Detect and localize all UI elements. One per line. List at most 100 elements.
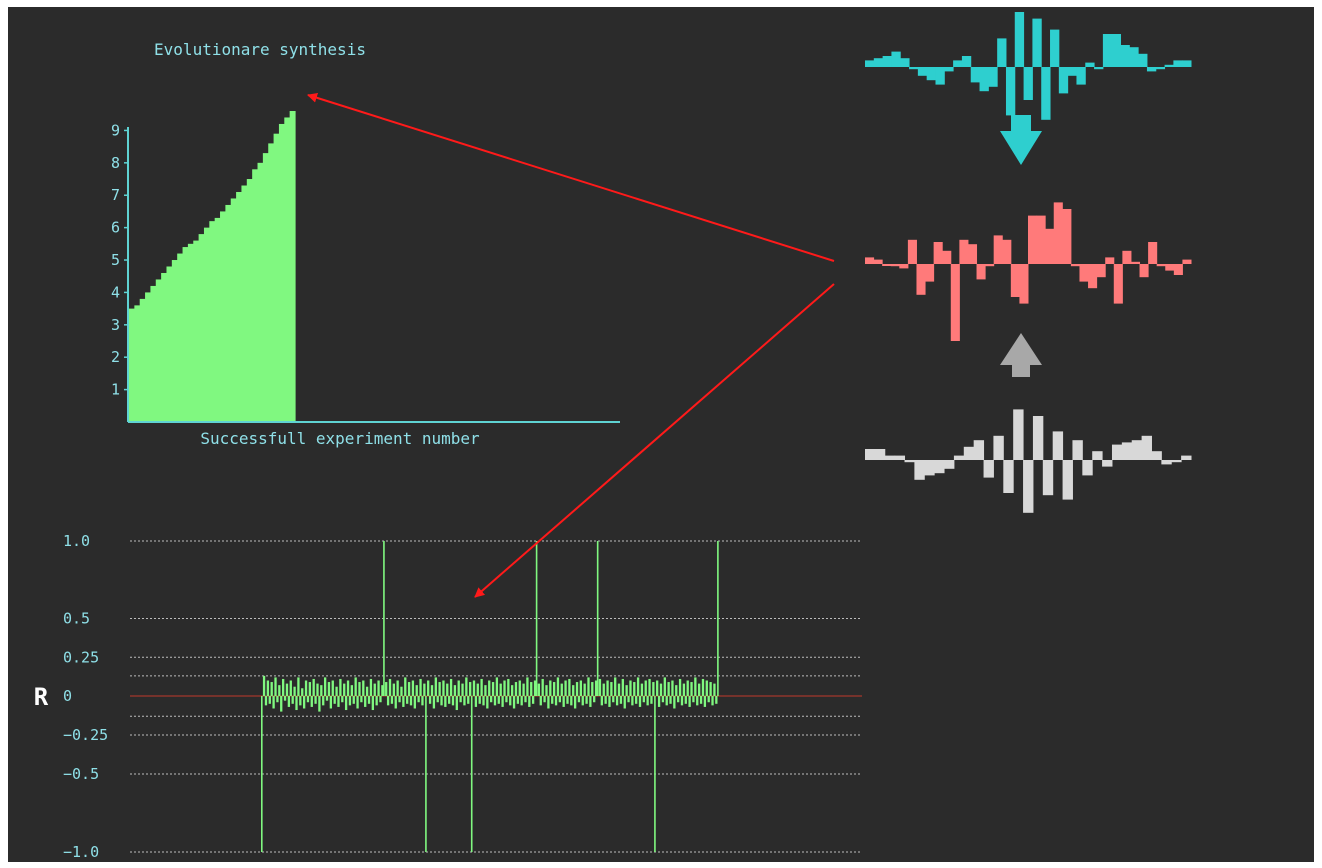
correlation-bar [276, 696, 279, 703]
parent-signal-bar [1138, 53, 1148, 67]
parent-signal-bar [909, 67, 919, 70]
correlation-bar [461, 683, 464, 696]
correlation-bar [587, 677, 590, 696]
fitness-y-tick-label: 7 [111, 186, 120, 204]
fitness-bar [129, 308, 135, 422]
other-parent-signal-bar [993, 435, 1004, 460]
other-parent-signal-bar [1082, 460, 1093, 476]
correlation-bar [556, 677, 560, 696]
child-signal-bar [1156, 264, 1166, 267]
correlation-bar [323, 677, 327, 696]
correlation-bar [640, 683, 644, 696]
correlation-bar [621, 678, 624, 696]
correlation-bar [501, 696, 504, 707]
correlation-bar [448, 696, 451, 704]
correlation-bar [520, 696, 523, 706]
child-signal-bar [1088, 264, 1098, 289]
correlation-bar [365, 686, 369, 696]
correlation-bar [470, 696, 473, 852]
arrow-to-fitness-peak [307, 92, 835, 262]
correlation-bar [652, 682, 655, 696]
other-parent-signal-bar [924, 460, 935, 476]
correlation-bar [350, 685, 353, 696]
correlation-bar [594, 680, 598, 696]
correlation-bar [302, 696, 306, 709]
parent-signal-bar [926, 67, 936, 81]
parent-signal-waveform [865, 12, 1192, 120]
figure-canvas: Evolutionare synthesis 1 2 3 4 5 6 7 8 9 Success… [34, 12, 1192, 861]
correlation-bar [593, 696, 596, 703]
other-parent-signal-bar [865, 449, 876, 460]
correlation-bar [541, 678, 544, 696]
correlation-y-axis-label: R [34, 683, 49, 711]
other-parent-signal-bar [874, 449, 886, 460]
fitness-bar [139, 298, 146, 422]
correlation-bar [539, 696, 542, 706]
fitness-bar [177, 253, 184, 422]
correlation-bar [650, 696, 653, 704]
correlation-bar [297, 677, 300, 696]
correlation-bar [427, 680, 430, 696]
parent-signal-bar [1032, 18, 1042, 68]
child-signal-bar [1165, 264, 1175, 271]
fitness-y-ticks: 1 2 3 4 5 6 7 8 9 [111, 121, 129, 399]
correlation-bar [451, 696, 455, 706]
parent-signal-bar [1014, 12, 1025, 67]
correlation-bar [407, 682, 411, 696]
parent-signal-bar [891, 51, 901, 67]
other-parent-signal-bar [894, 455, 906, 460]
correlation-bar [289, 680, 292, 696]
correlation-bar [465, 677, 468, 696]
fitness-bar [262, 153, 269, 423]
correlation-bar [669, 696, 672, 704]
correlation-bar [547, 696, 550, 709]
fitness-chart: Evolutionare synthesis 1 2 3 4 5 6 7 8 9 Success… [111, 40, 620, 448]
correlation-bar [631, 696, 634, 706]
child-signal-bar [882, 264, 892, 266]
correlation-bar [688, 696, 691, 707]
other-parent-signal-bar [1003, 460, 1014, 493]
parent-signal-bar [873, 58, 884, 67]
correlation-bar [531, 696, 535, 704]
correlation-bar [394, 696, 397, 709]
correlation-bar [589, 696, 592, 707]
correlation-bar [717, 541, 719, 696]
correlation-bar [551, 696, 554, 704]
correlation-bar [533, 680, 537, 696]
child-signal-bar [1036, 215, 1046, 264]
correlation-bar [375, 696, 378, 706]
fitness-bar [289, 111, 296, 422]
other-parent-signal-bar [1102, 460, 1113, 467]
correlation-y-tick-label: −0.5 [63, 765, 99, 783]
correlation-bar [699, 696, 703, 704]
fitness-y-tick-label: 8 [111, 154, 120, 172]
correlation-bar [316, 683, 319, 696]
correlation-bar [530, 682, 533, 696]
correlation-y-tick-label: 0.5 [63, 610, 90, 628]
correlation-bar [560, 683, 563, 696]
correlation-bar [568, 678, 571, 696]
correlation-bar [604, 696, 607, 704]
correlation-bar [667, 682, 670, 696]
correlation-bar [291, 696, 294, 704]
correlation-bar [331, 680, 334, 696]
child-signal-bar [993, 235, 1003, 264]
correlation-bar [486, 696, 489, 709]
correlation-bar [491, 682, 495, 696]
other-parent-signal-bar [1161, 460, 1172, 465]
correlation-bar [638, 696, 642, 707]
correlation-bar [442, 680, 445, 696]
correlation-bar [573, 696, 577, 709]
correlation-bar [673, 696, 676, 709]
correlation-bar [434, 677, 437, 696]
other-parent-signal-bar [1181, 455, 1192, 460]
correlation-bar [348, 696, 352, 706]
correlation-bar [657, 696, 661, 707]
child-signal-bar [1028, 215, 1038, 264]
child-signal-bar [899, 264, 909, 269]
child-signal-bar [1010, 264, 1020, 297]
correlation-bar [388, 678, 392, 696]
correlation-bar [625, 685, 628, 696]
fitness-bar [150, 285, 157, 422]
fitness-area [129, 111, 296, 423]
